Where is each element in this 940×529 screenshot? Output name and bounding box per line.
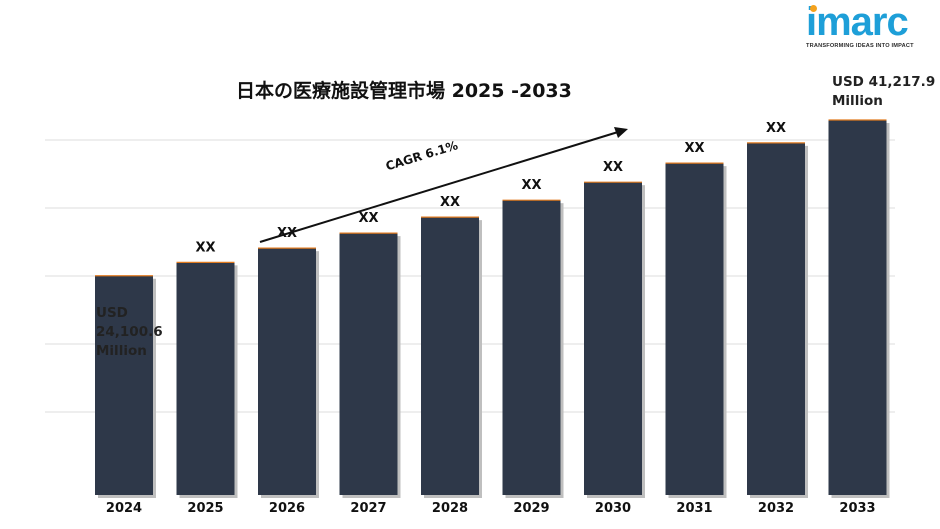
x-tick-label: 2026: [269, 501, 305, 516]
bar-2024: [95, 275, 153, 495]
data-label: XX: [766, 121, 786, 136]
data-label: XX: [358, 211, 378, 226]
x-tick-label: 2025: [187, 501, 223, 516]
start-value-line-3: Million: [96, 343, 147, 359]
bar-2031: [665, 163, 724, 496]
end-value-line-1: USD 41,217.9: [832, 74, 936, 90]
bar-2030: [584, 182, 642, 495]
end-value-line-2: Million: [832, 93, 883, 109]
data-label: XX: [603, 160, 623, 175]
cagr-arrow-line: [259, 131, 619, 243]
x-tick-label: 2031: [676, 501, 712, 516]
bar-2029: [502, 200, 561, 495]
x-axis-ticks: 2024 2025 2026 2027 2028 2029 2030 2031 2032 2033: [106, 501, 876, 516]
cagr-arrow-head: [614, 127, 628, 138]
x-tick-label: 2028: [432, 501, 468, 516]
x-tick-label: 2032: [758, 501, 794, 516]
x-tick-label: 2024: [106, 501, 142, 516]
data-label: XX: [684, 141, 704, 156]
logo-wordmark: imarc: [806, 0, 909, 44]
start-value-line-1: USD: [96, 305, 128, 321]
chart-title: 日本の医療施設管理市場 2025 -2033: [236, 80, 572, 102]
bar-2026: [258, 248, 316, 495]
x-tick-label: 2027: [350, 501, 386, 516]
bar-2027: [339, 233, 398, 495]
data-label: XX: [195, 240, 215, 255]
end-value-callout: USD 41,217.9 Million: [832, 73, 935, 111]
bar-2025: [176, 262, 235, 495]
data-label: XX: [440, 195, 460, 210]
bars: [95, 119, 890, 499]
x-tick-label: 2030: [595, 501, 631, 516]
data-label: XX: [521, 178, 541, 193]
bar-2028: [421, 217, 479, 495]
start-value-callout: USD 24,100.6 Million: [96, 304, 163, 361]
x-tick-label: 2029: [513, 501, 549, 516]
logo-tagline: TRANSFORMING IDEAS INTO IMPACT: [806, 43, 914, 49]
x-tick-label: 2033: [839, 501, 875, 516]
logo-dot-icon: [810, 5, 817, 12]
bar-2033: [828, 120, 887, 495]
imarc-logo: imarc TRANSFORMING IDEAS INTO IMPACT: [806, 2, 936, 49]
start-value-line-2: 24,100.6: [96, 324, 163, 340]
bar-2032: [747, 142, 805, 495]
